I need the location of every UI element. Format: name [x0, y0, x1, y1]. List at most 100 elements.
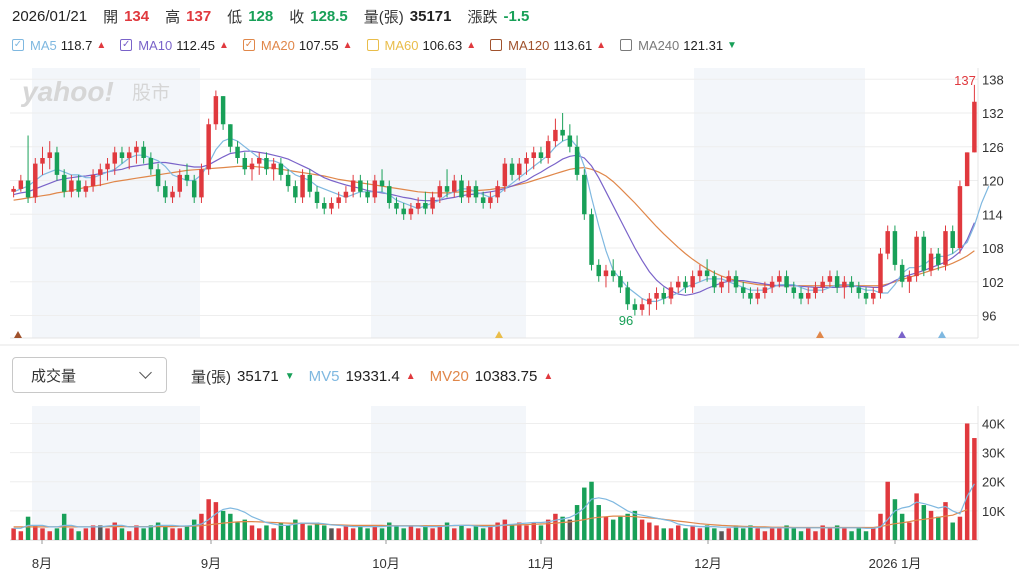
volume-bar — [155, 522, 161, 540]
chevron-down-icon[interactable] — [139, 366, 152, 379]
ma5-toggle[interactable]: ✓ MA5 118.7 ▲ — [12, 38, 106, 53]
volume-bar — [350, 528, 356, 540]
volume-bar — [784, 525, 789, 540]
candle-body — [379, 180, 385, 187]
volume-bar — [112, 522, 117, 540]
time-axis: 8月 9月 10月 11月 12月 2026 1月 — [32, 540, 922, 571]
volume-bar — [184, 525, 190, 540]
candle-body — [466, 186, 471, 198]
candle-body — [690, 276, 695, 288]
volume-bar — [473, 525, 479, 540]
volume-bar — [444, 522, 450, 540]
candle-body — [531, 152, 536, 158]
candle-body — [712, 276, 717, 288]
price-axis: 138 132 126 120 114 108 102 96 — [982, 72, 1004, 323]
candle-body — [524, 158, 529, 164]
candle-body — [300, 174, 305, 198]
candle-body — [184, 174, 190, 181]
volume-legend-item: MV20 10383.75 ▲ — [430, 368, 554, 385]
stat-value: 128 — [248, 7, 274, 25]
candle-body — [589, 214, 594, 265]
candle-body — [256, 158, 262, 164]
checkbox-icon[interactable] — [490, 39, 503, 51]
triangle-up-icon: ▲ — [596, 39, 607, 51]
volume-bar — [849, 531, 854, 540]
volume-bar — [47, 531, 52, 540]
candle-body — [98, 169, 103, 175]
checkbox-icon[interactable] — [620, 39, 633, 51]
candle-body — [134, 146, 139, 153]
checkbox-icon[interactable]: ✓ — [242, 39, 255, 51]
candle-body — [119, 152, 125, 158]
candle-body — [545, 141, 551, 158]
ma60-toggle[interactable]: MA60 106.63 ▲ — [366, 38, 476, 53]
volume-bar — [834, 525, 840, 540]
candle-body — [683, 281, 688, 288]
candle-body — [856, 287, 862, 293]
time-tick-label: 2026 1月 — [869, 556, 922, 571]
volume-bar — [163, 525, 168, 540]
candle-body — [343, 191, 349, 198]
candle-body — [950, 231, 955, 248]
volume-bar — [524, 525, 529, 540]
candle-body — [733, 276, 739, 288]
ma-name: MA20 — [260, 37, 295, 53]
time-tick-label: 9月 — [201, 556, 221, 571]
candle-body — [242, 158, 248, 170]
candle-body — [480, 197, 486, 203]
volume-bar — [90, 525, 96, 540]
checkbox-icon[interactable]: ✓ — [120, 39, 133, 51]
ma20-toggle[interactable]: ✓ MA20 107.55 ▲ — [242, 37, 353, 53]
volume-bar — [33, 525, 38, 540]
candle-body — [40, 158, 45, 164]
volume-bars[interactable] — [11, 423, 977, 540]
checkbox-icon[interactable]: ✓ — [12, 39, 24, 51]
quote-date: 2026/01/21 — [12, 8, 87, 25]
volume-bar — [264, 525, 269, 540]
volume-bar — [177, 528, 183, 540]
candle-body — [199, 169, 204, 198]
month-shading — [32, 68, 865, 540]
indicator-select[interactable]: 成交量 — [12, 357, 167, 393]
checkbox-icon[interactable] — [366, 39, 379, 51]
candle-body — [661, 293, 667, 299]
candle-body — [748, 293, 753, 299]
candle-body — [603, 270, 609, 277]
candle-body — [163, 186, 168, 198]
ma240-toggle[interactable]: MA240 121.31 ▼ — [620, 38, 737, 53]
volume-bar — [567, 519, 573, 540]
volume-bar — [502, 519, 508, 540]
volume-bar — [372, 525, 378, 540]
ma10-toggle[interactable]: ✓ MA10 112.45 ▲ — [120, 38, 229, 53]
volume-bar — [820, 525, 825, 540]
event-marker-icon — [938, 331, 946, 338]
event-marker-icon — [14, 331, 22, 338]
volume-bar — [401, 528, 406, 540]
volume-bar — [11, 528, 16, 540]
volume-bar — [726, 528, 732, 540]
candle-body — [307, 174, 313, 192]
candle-body — [914, 236, 919, 277]
quote-summary-row: 2026/01/21 開 134 高 137 低 128 收 128.5 量(張) 351… — [12, 6, 545, 26]
candlesticks[interactable] — [11, 84, 977, 316]
candle-body — [495, 186, 500, 198]
volume-bar — [517, 522, 522, 540]
volume-bar — [791, 528, 797, 540]
candle-body — [697, 270, 703, 277]
indicator-select-value: 成交量 — [31, 367, 77, 385]
candle-body — [784, 276, 789, 288]
ma120-toggle[interactable]: MA120 113.61 ▲ — [490, 38, 606, 53]
candle-body — [972, 101, 977, 153]
stat-value: 134 — [124, 7, 150, 25]
candle-body — [755, 293, 760, 299]
volume-bar — [408, 525, 414, 540]
candle-body — [899, 264, 905, 282]
candle-body — [928, 253, 934, 271]
event-marker-icon — [495, 331, 503, 338]
candle-body — [437, 186, 443, 198]
volume-bar — [365, 528, 370, 540]
volume-bar — [704, 525, 710, 540]
month-band — [694, 406, 865, 540]
ma10-line — [13, 150, 975, 296]
